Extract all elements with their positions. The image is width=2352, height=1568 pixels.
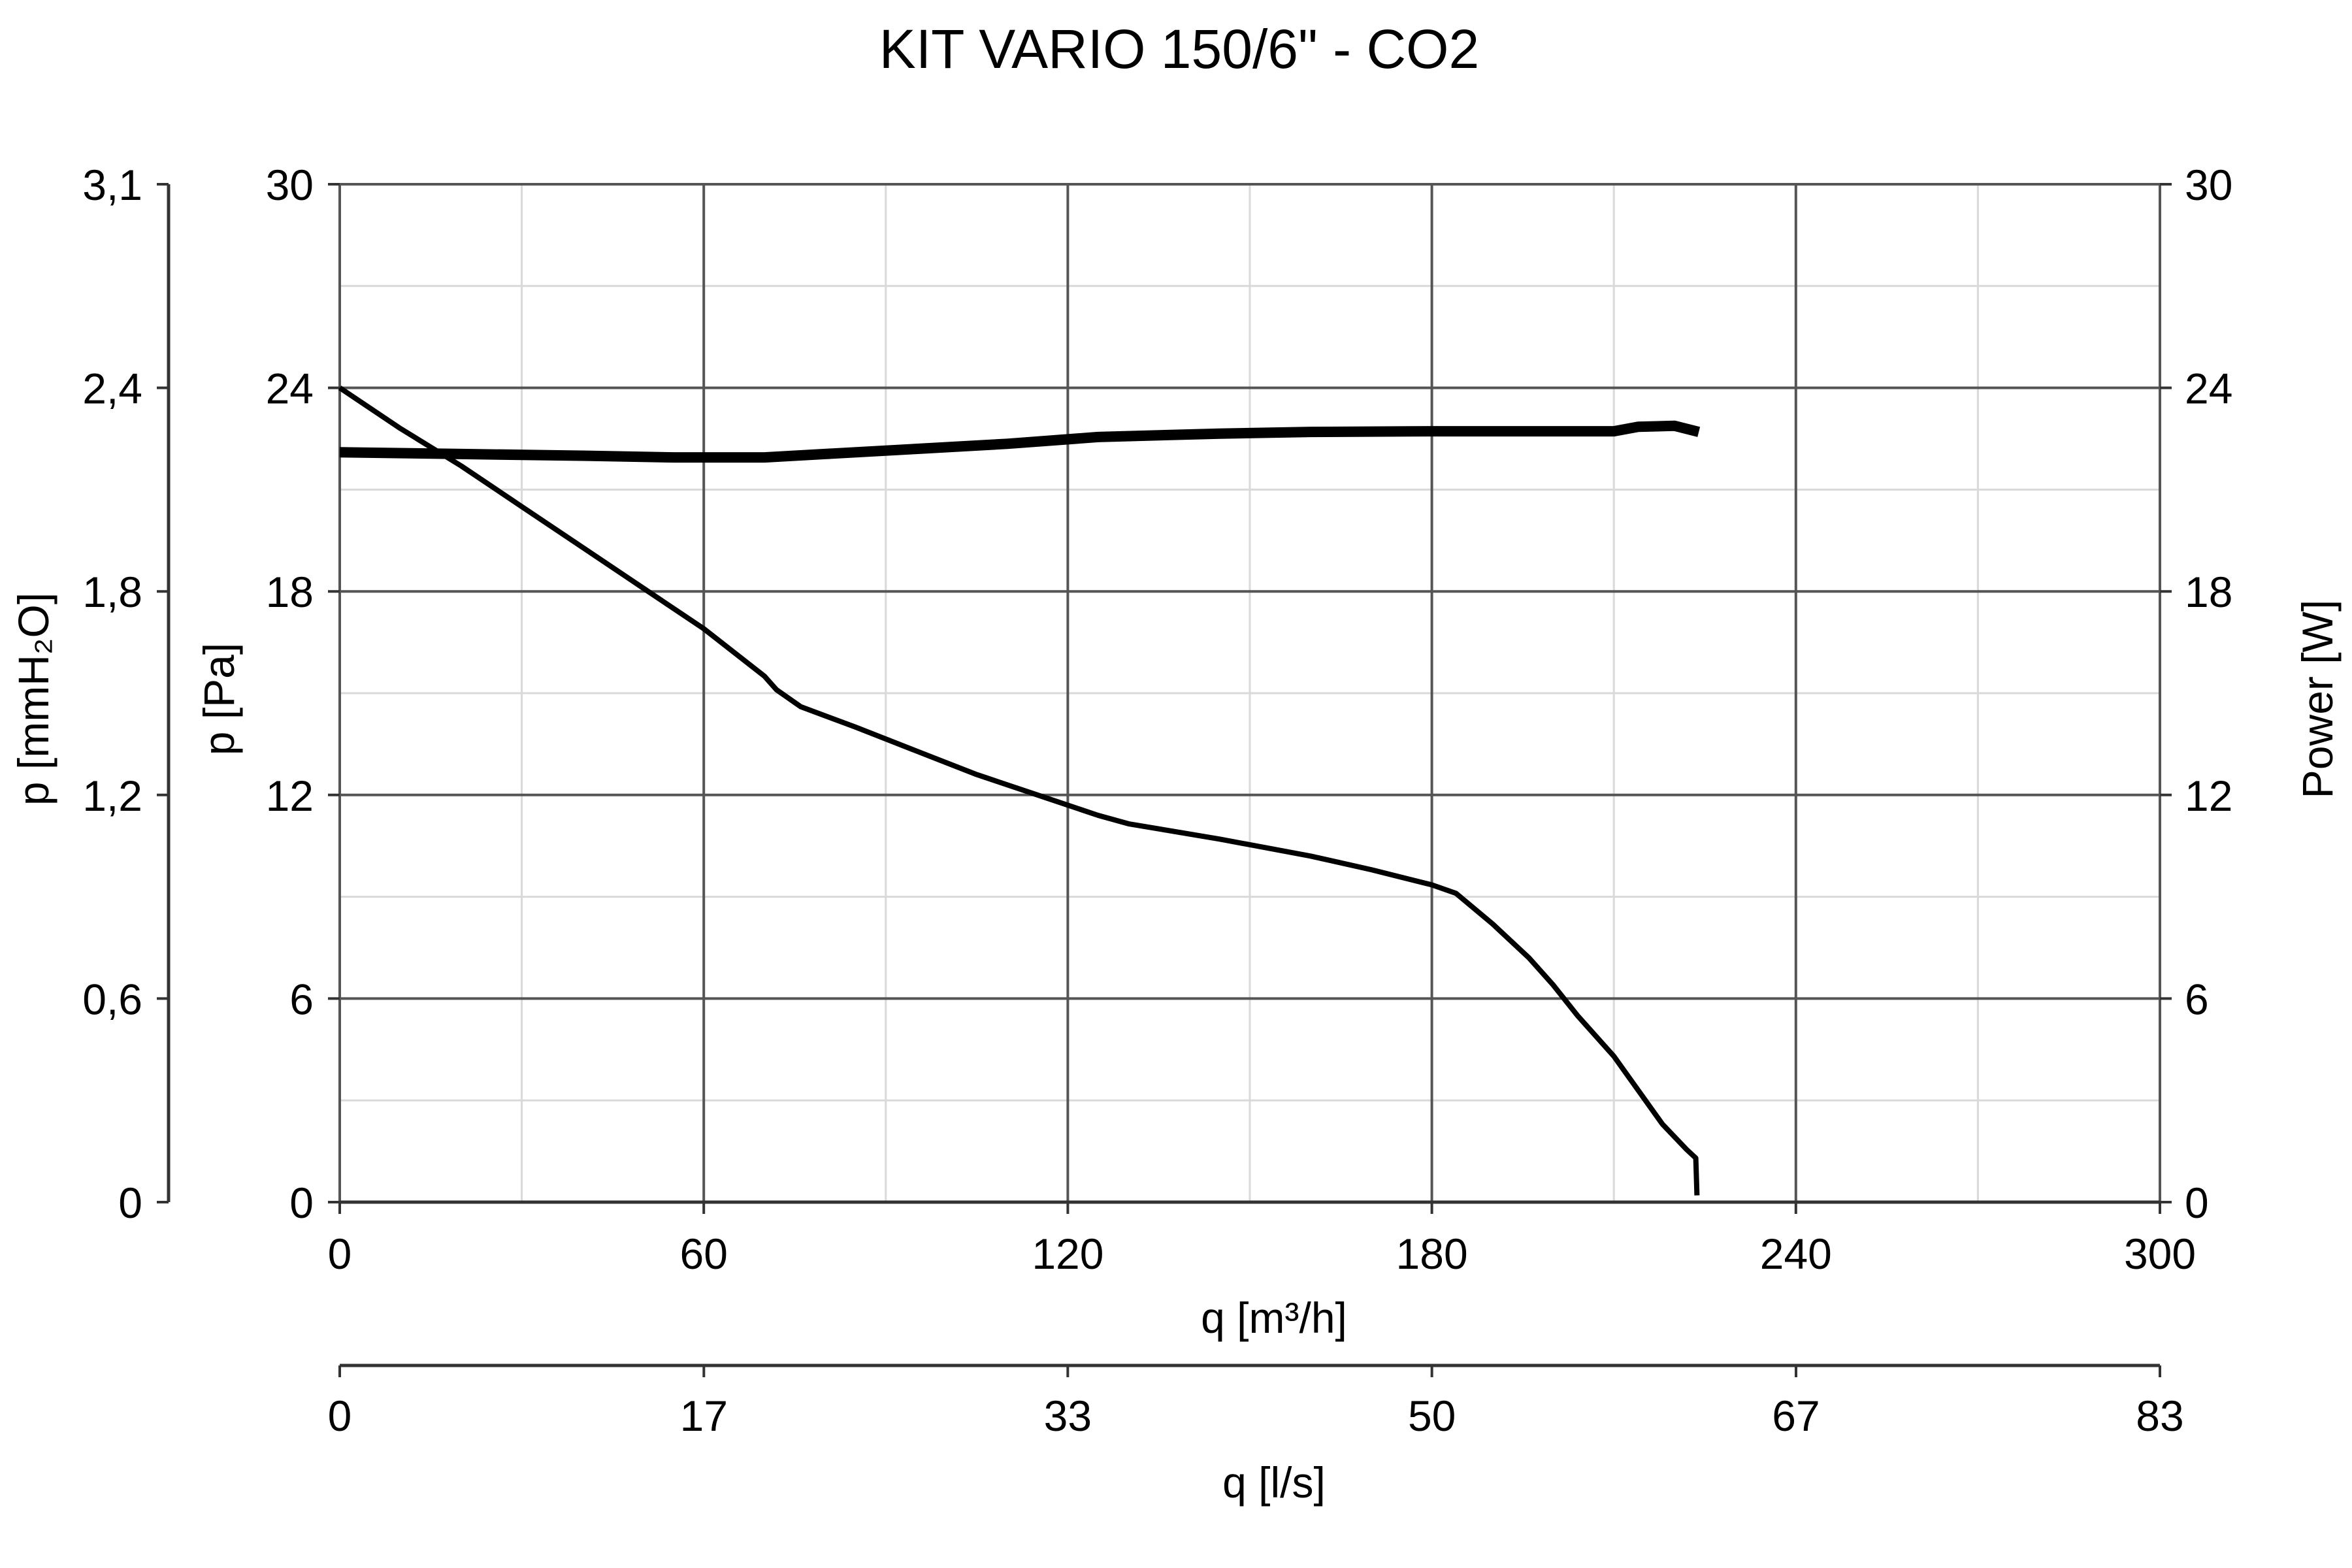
y-outer-tick-label: 1,8: [82, 568, 142, 616]
x-tick-label: 120: [1032, 1230, 1103, 1278]
x-tick-label: 300: [2124, 1230, 2196, 1278]
y-outer-tick-label: 0: [118, 1179, 142, 1227]
x-tick-label: 60: [679, 1230, 727, 1278]
y-right-tick-label: 6: [2185, 975, 2209, 1023]
y-right-tick-label: 0: [2185, 1179, 2209, 1227]
y-outer-tick-label: 0,6: [82, 975, 142, 1023]
tick-labels: 0 60 120 180 240 3000612182430061218243000,61…: [82, 161, 2232, 1440]
y-tick-label: 12: [266, 772, 314, 820]
y-tick-label: 0: [289, 1179, 314, 1227]
y-outer-tick-label: 2,4: [82, 365, 142, 413]
axes: [157, 183, 2172, 1377]
chart-title: KIT VARIO 150/6" - CO2: [879, 18, 1479, 80]
y-right-tick-label: 30: [2185, 161, 2232, 209]
y-right-tick-label: 18: [2185, 568, 2232, 616]
y-outer-tick-label: 3,1: [82, 161, 142, 209]
minor-gridlines: [340, 184, 2160, 1202]
x-tick-label: 180: [1396, 1230, 1468, 1278]
x2-axis-label: q [l/s]: [1222, 1458, 1326, 1507]
y-tick-label: 30: [266, 161, 314, 209]
data-series: [338, 385, 1701, 1196]
y-tick-label: 18: [266, 568, 314, 616]
x-tick-label: 0: [328, 1230, 352, 1278]
x-tick-label: 240: [1760, 1230, 1832, 1278]
power-curve: [339, 420, 1701, 463]
x2-tick-label: 67: [1772, 1392, 1820, 1440]
x2-tick-label: 0: [328, 1392, 352, 1440]
y-outer-tick-label: 1,2: [82, 772, 142, 820]
y-axis-label: p [Pa]: [195, 643, 243, 755]
pressure-curve: [338, 385, 1700, 1196]
x2-tick-label: 83: [2136, 1392, 2183, 1440]
y-right-axis-label: Power [W]: [2293, 600, 2342, 798]
x-axis-label: q [m³/h]: [1201, 1294, 1347, 1342]
y-right-tick-label: 24: [2185, 365, 2232, 413]
y-tick-label: 24: [266, 365, 314, 413]
x2-tick-label: 33: [1044, 1392, 1092, 1440]
y-outer-axis-label: p [mmH₂O]: [9, 593, 57, 806]
x2-tick-label: 17: [680, 1392, 728, 1440]
y-tick-label: 6: [289, 975, 314, 1023]
x2-tick-label: 50: [1408, 1392, 1456, 1440]
y-right-tick-label: 12: [2185, 772, 2232, 820]
